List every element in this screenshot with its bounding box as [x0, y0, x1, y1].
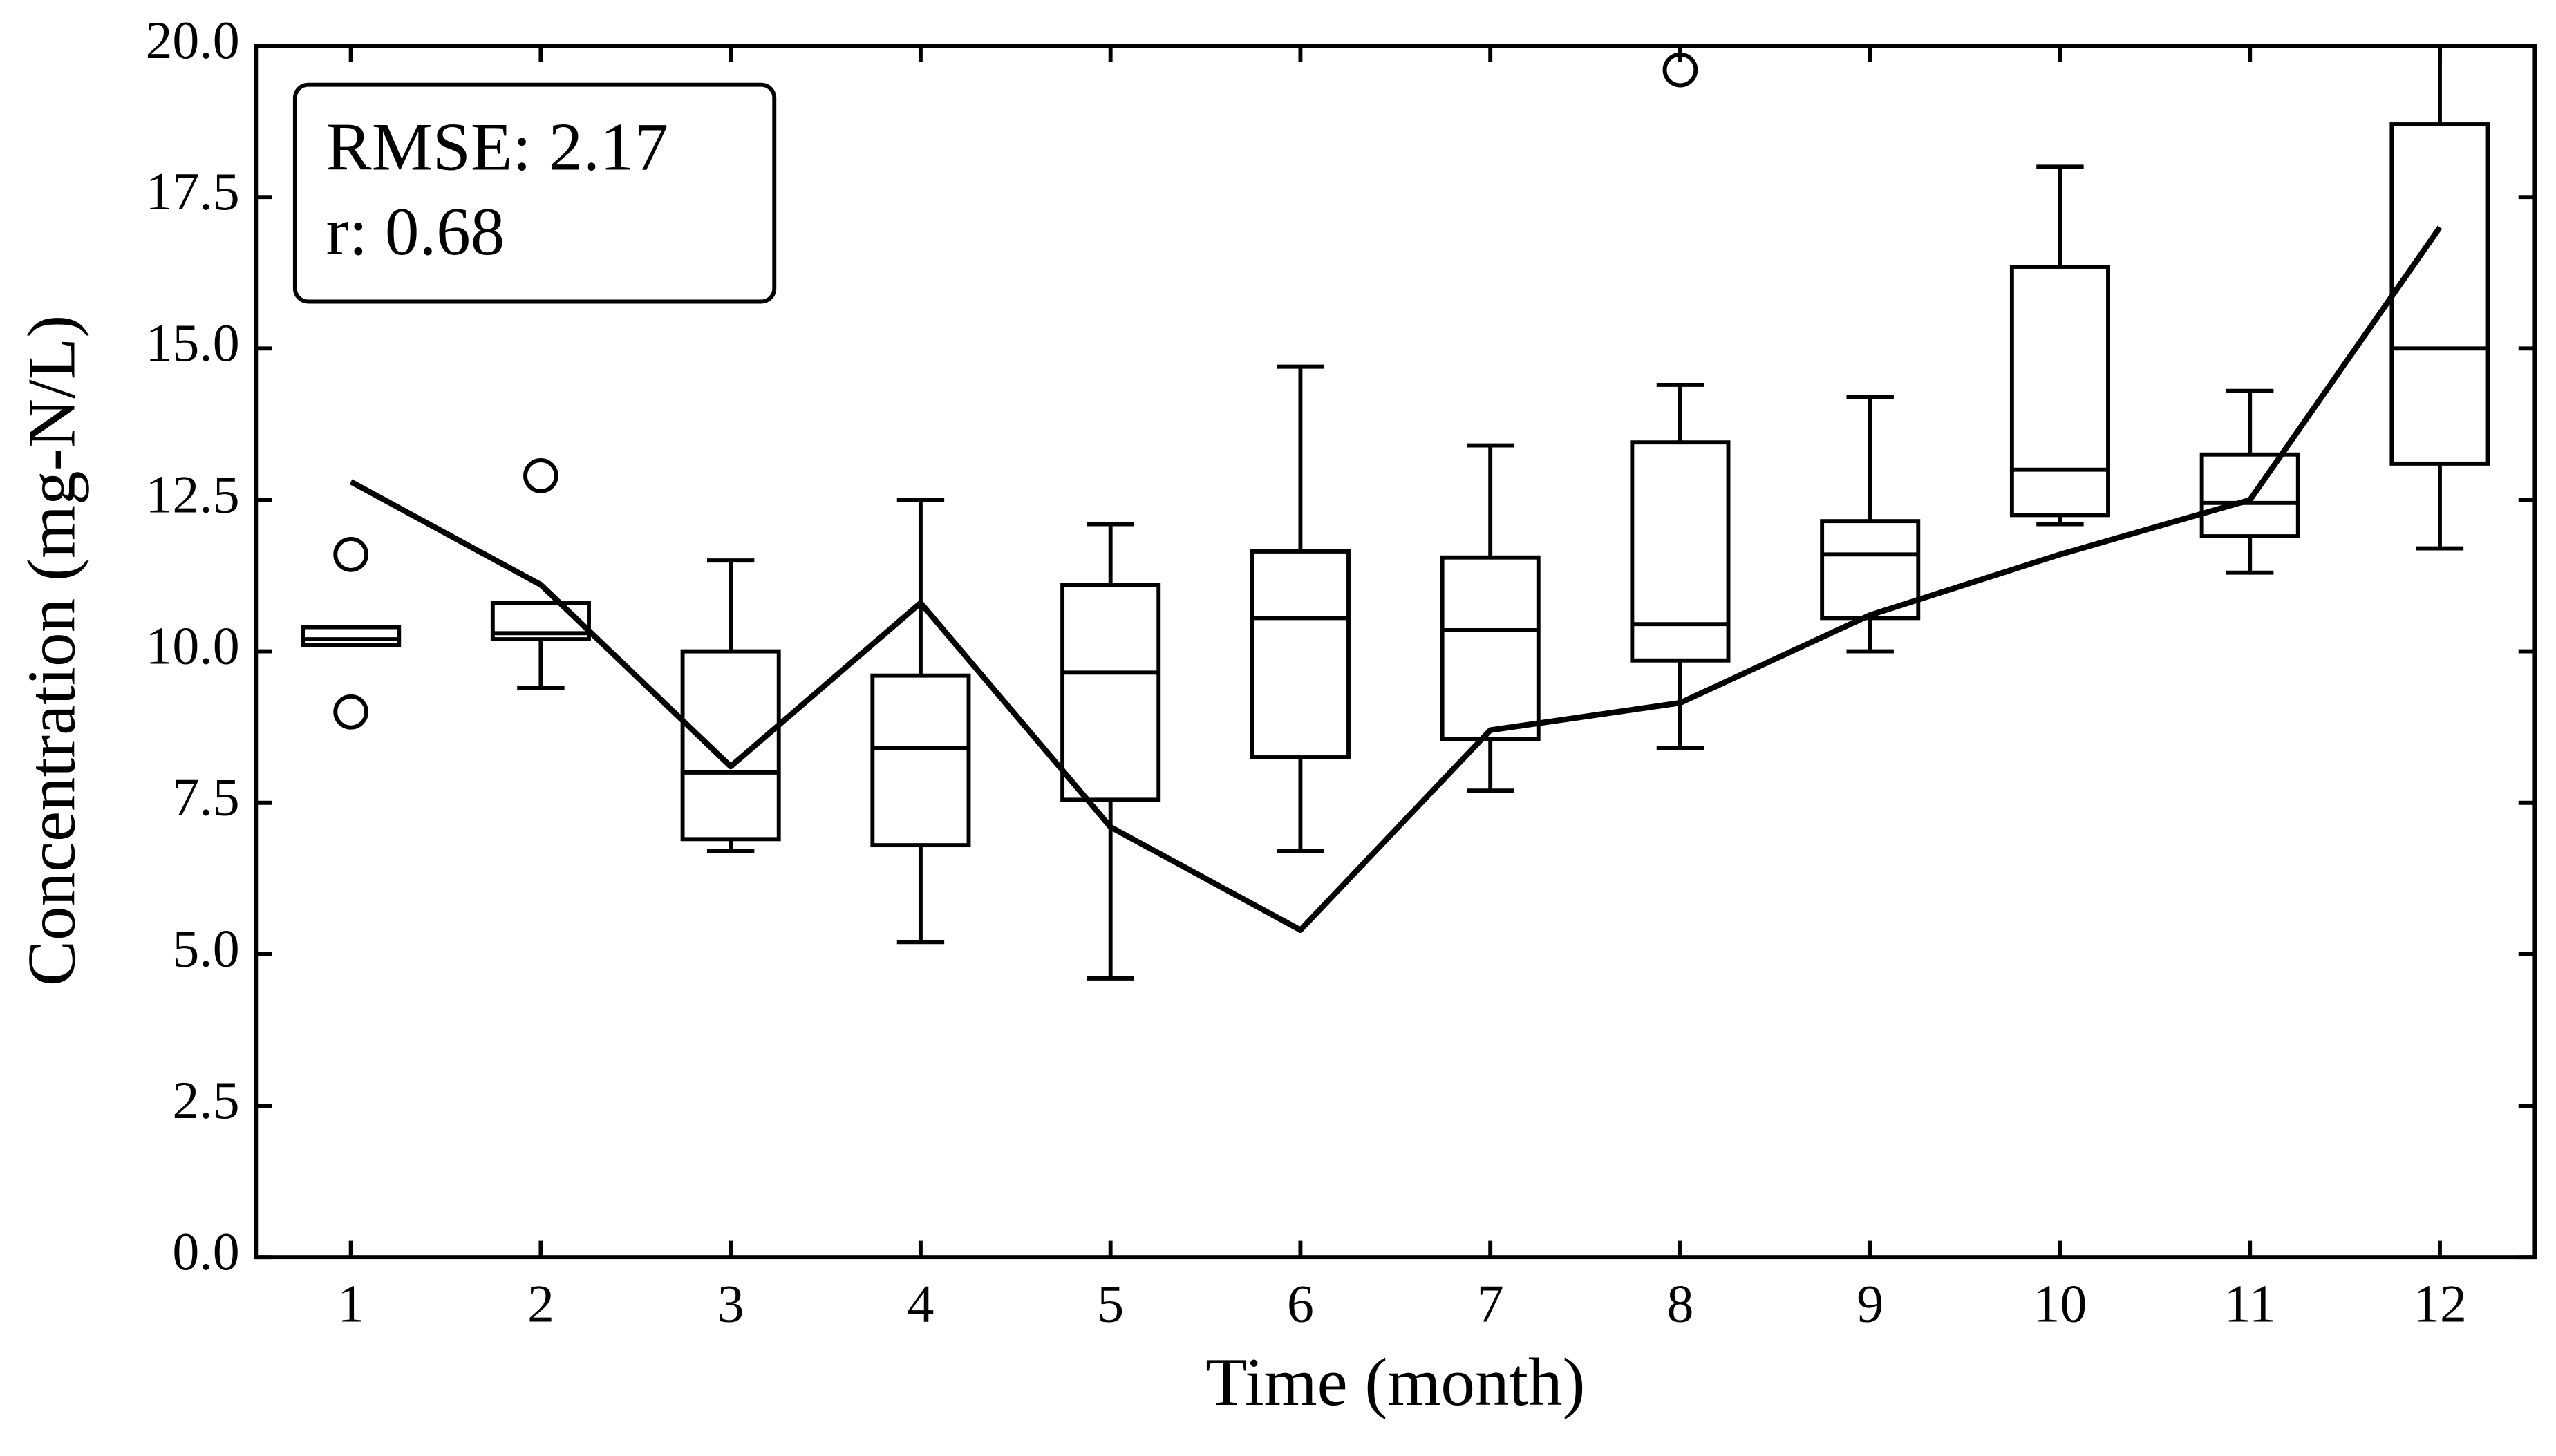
y-tick-label: 10.0 — [146, 616, 240, 675]
y-tick-label: 17.5 — [146, 162, 240, 221]
y-tick-label: 20.0 — [146, 10, 240, 70]
box — [1250, 549, 1351, 759]
plot-area — [301, 46, 2490, 981]
y-tick-label: 12.5 — [146, 464, 240, 524]
x-tick-label: 6 — [1287, 1274, 1314, 1333]
y-tick-label: 2.5 — [172, 1070, 239, 1130]
box — [680, 649, 781, 842]
x-tick-label: 7 — [1477, 1274, 1504, 1333]
x-tick-label: 2 — [527, 1274, 554, 1333]
model-line — [349, 225, 2443, 933]
x-tick-label: 5 — [1097, 1274, 1124, 1333]
x-tick-label: 3 — [717, 1274, 744, 1333]
box — [1440, 555, 1541, 741]
box — [2199, 452, 2300, 539]
x-tick-label: 1 — [337, 1274, 364, 1333]
flier — [333, 536, 369, 572]
x-tick-label: 8 — [1666, 1274, 1693, 1333]
annotation-text: r: 0.68 — [326, 194, 505, 270]
y-axis-label: Concentration (mg-N/L) — [15, 315, 90, 986]
flier — [333, 694, 369, 730]
box — [2389, 122, 2490, 466]
annotation-box — [292, 82, 777, 304]
box — [870, 673, 971, 848]
x-tick-label: 11 — [2224, 1274, 2276, 1333]
box — [490, 601, 591, 642]
y-tick-label: 0.0 — [172, 1222, 239, 1281]
x-axis-label: Time (month) — [1205, 1345, 1585, 1420]
y-tick-label: 7.5 — [172, 768, 239, 827]
x-tick-label: 9 — [1857, 1274, 1883, 1333]
x-tick-label: 4 — [907, 1274, 934, 1333]
y-tick-label: 15.0 — [146, 313, 240, 372]
annotation-text: RMSE: 2.17 — [326, 109, 668, 185]
box — [2009, 265, 2110, 518]
y-tick-label: 5.0 — [172, 919, 239, 978]
box — [1060, 583, 1161, 802]
flier — [523, 458, 558, 493]
x-tick-label: 10 — [2033, 1274, 2087, 1333]
box — [1630, 440, 1731, 663]
x-tick-label: 12 — [2413, 1274, 2467, 1333]
box — [301, 625, 402, 647]
